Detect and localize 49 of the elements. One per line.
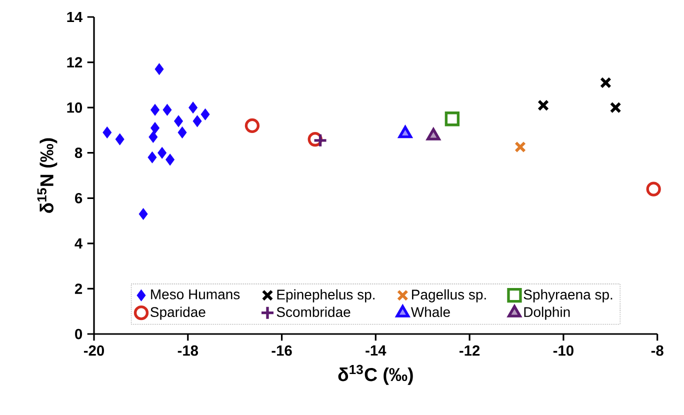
point [444, 112, 460, 126]
point [148, 131, 158, 143]
x-tick-label: -12 [460, 345, 480, 356]
x-tick-label: -8 [651, 345, 664, 356]
point [188, 102, 198, 114]
point [600, 76, 612, 88]
point [514, 141, 526, 153]
y-tick-label: 2 [74, 284, 82, 294]
point [646, 182, 661, 196]
point [610, 102, 622, 114]
point [158, 146, 167, 159]
point [244, 118, 260, 134]
x-tick-label: -18 [178, 345, 198, 356]
x-tick-label: -14 [366, 345, 386, 356]
y-tick-label: 0 [75, 328, 82, 340]
point [115, 133, 124, 146]
legend-label: Epinephelus sp. [277, 289, 374, 302]
point [178, 126, 187, 138]
point [166, 154, 175, 166]
point [162, 104, 172, 116]
y-tick-label: 10 [67, 102, 82, 113]
point [312, 133, 328, 148]
legend-label: Meso Humans [151, 290, 240, 300]
legend-label: Pagellus sp. [412, 289, 486, 302]
x-tick-label: -20 [84, 345, 104, 356]
point [150, 104, 160, 116]
point [174, 115, 183, 128]
x-tick-label: -16 [272, 345, 292, 356]
legend-label: Scombridae [276, 306, 350, 318]
point [200, 108, 210, 120]
x-axis-title: δ$^{13}$C (‰) [338, 364, 413, 385]
y-tick-label: 6 [75, 192, 82, 204]
legend-label: Sphyraena sp. [524, 289, 612, 302]
x-tick-label: -10 [553, 345, 574, 356]
legend-label: Whale [410, 306, 450, 318]
y-tick-label: 12 [67, 57, 82, 68]
y-axis-title: δ$^{15}$N (‰) [37, 138, 58, 213]
y-tick-label: 4 [74, 238, 83, 248]
legend-label: Dolphin [524, 306, 570, 320]
y-tick-label: 8 [74, 148, 82, 158]
y-tick-label: 14 [67, 12, 83, 22]
point [102, 126, 112, 138]
legend-label: Sparidae [150, 306, 206, 320]
point [192, 115, 202, 128]
point [154, 63, 164, 75]
point [138, 208, 148, 220]
point [150, 122, 160, 134]
point [148, 152, 157, 164]
point [538, 100, 549, 112]
